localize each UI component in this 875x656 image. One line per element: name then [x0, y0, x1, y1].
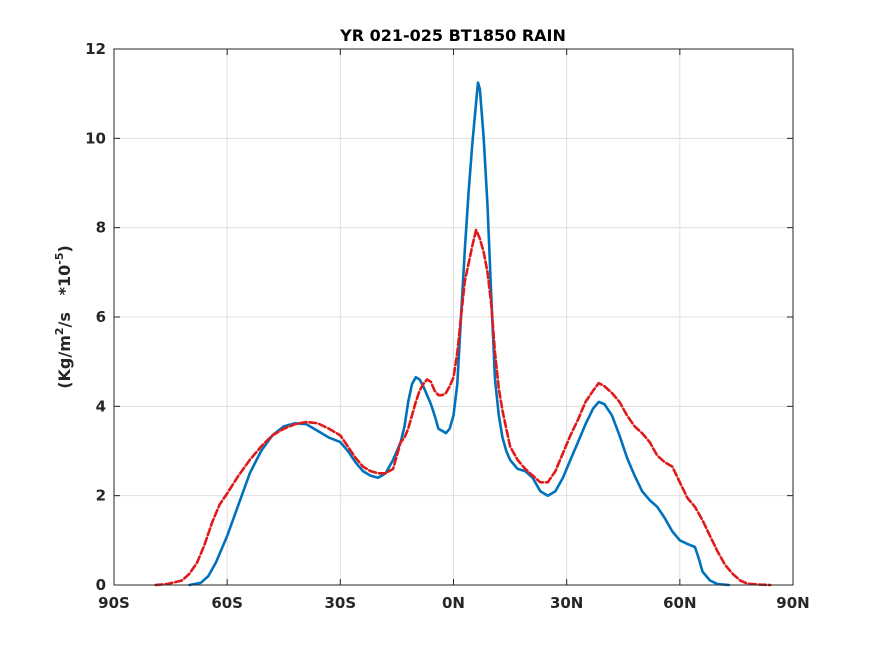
y-tick-label: 12 — [85, 40, 106, 58]
y-tick-label: 10 — [85, 129, 106, 147]
x-tick-labels: 90S 60S 30S 0N 30N 60N 90N — [98, 594, 810, 612]
x-tick-label: 60S — [211, 594, 243, 612]
x-tick-label: 30S — [324, 594, 356, 612]
y-tick-label: 6 — [96, 308, 106, 326]
y-tick-label: 2 — [96, 487, 106, 505]
y-axis-label-middle: /s *10 — [55, 265, 74, 328]
y-axis-label-exponent-1: 2 — [53, 327, 66, 335]
y-tick-label: 0 — [96, 576, 106, 594]
x-tick-label: 0N — [442, 594, 465, 612]
x-tick-label: 60N — [663, 594, 696, 612]
chart-title: YR 021-025 BT1850 RAIN — [339, 26, 566, 45]
red-dashed-series-line — [154, 228, 772, 587]
x-tick-label: 30N — [550, 594, 583, 612]
y-tick-label: 4 — [96, 397, 106, 415]
y-axis-label-suffix: ) — [55, 245, 74, 252]
y-tick-label: 8 — [96, 219, 106, 237]
axis-ticks — [113, 48, 794, 586]
x-tick-label: 90S — [98, 594, 130, 612]
y-axis-label-prefix: (Kg/m — [55, 335, 74, 389]
x-tick-label: 90N — [776, 594, 809, 612]
y-axis-label-exponent-2: -5 — [53, 253, 66, 265]
blue-solid-series-line — [188, 81, 731, 587]
y-axis-label: (Kg/m2/s *10-5) — [53, 245, 74, 389]
series-layer — [154, 81, 772, 587]
y-tick-labels: 0 2 4 6 8 10 12 — [85, 40, 106, 594]
